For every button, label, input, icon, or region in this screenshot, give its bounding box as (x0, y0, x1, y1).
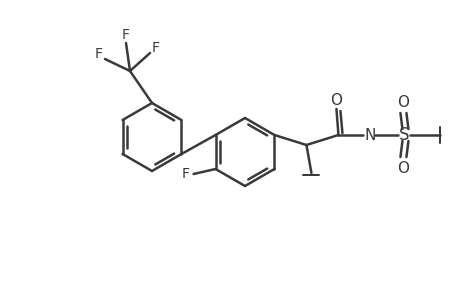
Text: F: F (181, 167, 189, 181)
Text: F: F (95, 47, 103, 61)
Text: O: O (397, 160, 409, 175)
Text: O: O (397, 94, 409, 110)
Text: F: F (122, 28, 130, 42)
Text: O: O (330, 92, 341, 107)
Text: F: F (151, 41, 160, 55)
Text: S: S (398, 126, 409, 144)
Text: N: N (364, 128, 375, 142)
